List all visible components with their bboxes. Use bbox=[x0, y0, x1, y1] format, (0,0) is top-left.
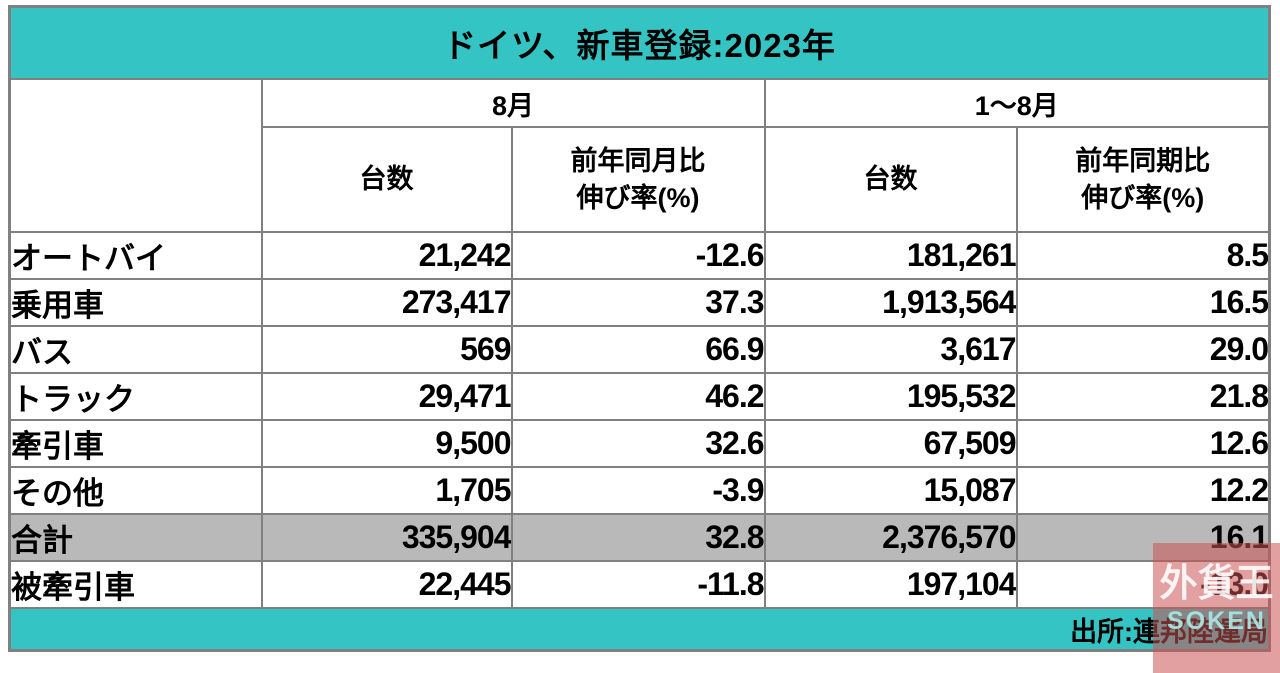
row-label: 合計 bbox=[8, 513, 263, 562]
aug-growth-cell: -11.8 bbox=[510, 560, 766, 609]
aug-growth-cell: -12.6 bbox=[510, 231, 766, 280]
header-aug-growth: 前年同月比伸び率(%) bbox=[510, 126, 766, 233]
table-row-bus: バス 569 66.9 3,617 29.0 bbox=[8, 325, 1271, 374]
ytd-growth-cell: 12.6 bbox=[1015, 419, 1271, 468]
header-line: 前年同月比 bbox=[570, 146, 706, 177]
row-label: オートバイ bbox=[8, 231, 263, 280]
aug-units-cell: 21,242 bbox=[260, 231, 513, 280]
row-label: 被牽引車 bbox=[8, 560, 263, 609]
aug-growth-cell: 32.8 bbox=[510, 513, 766, 562]
ytd-units-cell: 15,087 bbox=[763, 466, 1018, 515]
row-label: トラック bbox=[8, 372, 263, 421]
aug-units-cell: 273,417 bbox=[260, 278, 513, 327]
sub-header-row: 台数 前年同月比伸び率(%) 台数 前年同期比伸び率(%) bbox=[10, 126, 1271, 233]
header-line: 伸び率(%) bbox=[1081, 182, 1205, 213]
ytd-growth-cell: 12.2 bbox=[1015, 466, 1271, 515]
aug-growth-cell: 66.9 bbox=[510, 325, 766, 374]
ytd-units-cell: 2,376,570 bbox=[763, 513, 1018, 562]
aug-growth-cell: 37.3 bbox=[510, 278, 766, 327]
title-row: ドイツ、新車登録:2023年 bbox=[8, 5, 1271, 80]
table-row-other: その他 1,705 -3.9 15,087 12.2 bbox=[8, 466, 1271, 515]
header-line: 台数 bbox=[359, 164, 414, 195]
row-label: バス bbox=[8, 325, 263, 374]
row-label: 乗用車 bbox=[8, 278, 263, 327]
aug-growth-cell: 46.2 bbox=[510, 372, 766, 421]
period-header-row: 8月 1〜8月 bbox=[8, 78, 1271, 233]
header-line: 伸び率(%) bbox=[576, 182, 700, 213]
header-line: 台数 bbox=[863, 164, 918, 195]
ytd-growth-cell: 21.8 bbox=[1015, 372, 1271, 421]
aug-units-cell: 9,500 bbox=[260, 419, 513, 468]
page-title: ドイツ、新車登録:2023年 bbox=[8, 5, 1271, 80]
header-line: 前年同期比 bbox=[1075, 146, 1211, 177]
aug-growth-cell: -3.9 bbox=[510, 466, 766, 515]
registrations-table: ドイツ、新車登録:2023年 8月 1〜8月 台数 前年同月比伸び率(%) 台数… bbox=[8, 5, 1272, 652]
ytd-units-cell: 195,532 bbox=[763, 372, 1018, 421]
ytd-units-cell: 181,261 bbox=[763, 231, 1018, 280]
footer-row: 出所:連邦陸運局 bbox=[8, 607, 1271, 652]
table-row-trailer: 被牽引車 22,445 -11.8 197,104 -13.0 bbox=[8, 560, 1271, 609]
ytd-growth-cell: 29.0 bbox=[1015, 325, 1271, 374]
column-group-august: 8月 bbox=[260, 78, 766, 128]
ytd-units-cell: 3,617 bbox=[763, 325, 1018, 374]
column-group-jan-aug: 1〜8月 bbox=[763, 78, 1271, 128]
table-row-total: 合計 335,904 32.8 2,376,570 16.1 bbox=[8, 513, 1271, 562]
aug-units-cell: 569 bbox=[260, 325, 513, 374]
table-row-tractor: 牽引車 9,500 32.6 67,509 12.6 bbox=[8, 419, 1271, 468]
aug-units-cell: 22,445 bbox=[260, 560, 513, 609]
ytd-growth-cell: -13.0 bbox=[1015, 560, 1271, 609]
header-ytd-growth: 前年同期比伸び率(%) bbox=[1015, 126, 1271, 233]
ytd-growth-cell: 8.5 bbox=[1015, 231, 1271, 280]
aug-units-cell: 1,705 bbox=[260, 466, 513, 515]
corner-empty-cell bbox=[8, 78, 263, 233]
ytd-units-cell: 67,509 bbox=[763, 419, 1018, 468]
ytd-units-cell: 197,104 bbox=[763, 560, 1018, 609]
row-label: その他 bbox=[8, 466, 263, 515]
table-row-motorcycle: オートバイ 21,242 -12.6 181,261 8.5 bbox=[8, 231, 1271, 280]
header-ytd-units: 台数 bbox=[763, 126, 1018, 233]
source-note: 出所:連邦陸運局 bbox=[8, 607, 1271, 652]
table-row-passenger-car: 乗用車 273,417 37.3 1,913,564 16.5 bbox=[8, 278, 1271, 327]
ytd-growth-cell: 16.5 bbox=[1015, 278, 1271, 327]
ytd-units-cell: 1,913,564 bbox=[763, 278, 1018, 327]
aug-growth-cell: 32.6 bbox=[510, 419, 766, 468]
table-row-truck: トラック 29,471 46.2 195,532 21.8 bbox=[8, 372, 1271, 421]
header-aug-units: 台数 bbox=[260, 126, 513, 233]
aug-units-cell: 29,471 bbox=[260, 372, 513, 421]
ytd-growth-cell: 16.1 bbox=[1015, 513, 1271, 562]
table-container: ドイツ、新車登録:2023年 8月 1〜8月 台数 前年同月比伸び率(%) 台数… bbox=[8, 5, 1272, 652]
aug-units-cell: 335,904 bbox=[260, 513, 513, 562]
row-label: 牽引車 bbox=[8, 419, 263, 468]
